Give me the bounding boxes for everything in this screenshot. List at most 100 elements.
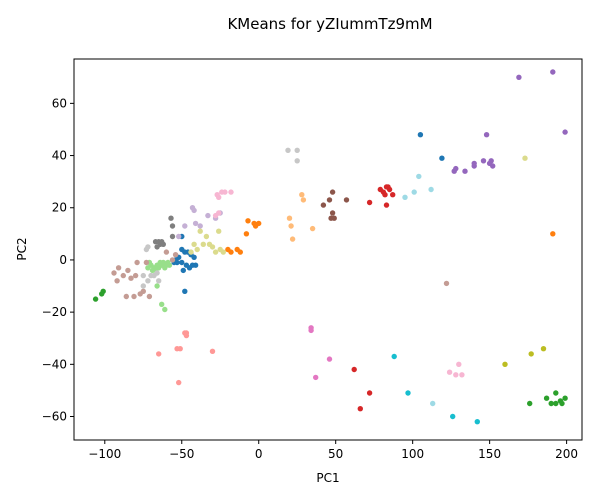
data-point — [191, 241, 197, 247]
data-point — [550, 231, 556, 237]
data-point — [453, 372, 459, 378]
data-point — [205, 212, 211, 219]
data-point — [146, 293, 153, 300]
x-axis-ticks: −100 −50 0 50 100 150 200 — [88, 440, 578, 461]
y-tick-label: 60 — [52, 96, 67, 110]
chart-title: KMeans for yZIummTz9mM — [227, 15, 432, 33]
data-point — [559, 400, 565, 407]
data-point — [134, 259, 140, 266]
data-point — [149, 267, 156, 274]
data-point — [169, 223, 176, 229]
data-point — [459, 372, 465, 378]
data-point — [320, 202, 327, 208]
x-tick-label: −50 — [169, 447, 194, 461]
data-point — [162, 306, 168, 313]
axes-frame — [73, 58, 583, 441]
y-tick-label: −60 — [42, 410, 67, 424]
data-point — [154, 283, 160, 289]
data-point — [140, 283, 146, 289]
data-point — [502, 361, 508, 367]
data-point — [120, 272, 127, 279]
data-point — [527, 400, 533, 407]
data-point — [194, 246, 200, 253]
data-point — [179, 259, 185, 266]
data-point — [92, 296, 99, 302]
data-point — [286, 215, 293, 221]
data-point — [115, 265, 122, 271]
data-point — [128, 275, 134, 281]
data-point — [160, 241, 166, 247]
data-point — [176, 233, 182, 240]
data-point — [176, 379, 182, 386]
data-point — [416, 173, 422, 180]
data-point — [391, 353, 397, 360]
data-point — [430, 400, 436, 407]
data-point — [456, 361, 462, 367]
data-point — [200, 241, 206, 247]
y-axis-ticks: −60 −40 −20 0 20 40 60 — [42, 96, 74, 424]
data-point — [446, 369, 453, 375]
data-point — [182, 223, 188, 229]
y-tick-label: 20 — [52, 201, 67, 215]
data-point — [382, 192, 388, 198]
data-point — [172, 252, 179, 258]
data-point — [390, 192, 396, 198]
data-point — [216, 228, 222, 234]
data-point — [222, 189, 228, 195]
data-point — [366, 199, 373, 206]
x-axis-label: PC1 — [316, 471, 339, 485]
data-point — [540, 346, 547, 352]
data-point — [191, 254, 197, 260]
data-point — [562, 395, 568, 401]
x-tick-label: 200 — [555, 447, 578, 461]
data-point — [188, 249, 194, 255]
data-point — [453, 165, 459, 172]
data-point — [294, 147, 300, 153]
data-point — [159, 301, 165, 307]
x-tick-label: 100 — [401, 447, 424, 461]
data-point — [156, 351, 162, 357]
x-tick-label: 150 — [478, 447, 501, 461]
data-point — [285, 147, 291, 153]
data-point — [216, 210, 222, 216]
data-point — [428, 186, 434, 193]
data-point — [474, 419, 480, 425]
data-point — [209, 244, 216, 250]
data-point — [183, 330, 190, 336]
data-point — [522, 155, 528, 161]
data-point — [366, 390, 373, 396]
data-point — [140, 272, 146, 279]
y-tick-label: −20 — [42, 305, 67, 319]
data-point — [100, 288, 106, 294]
data-point — [405, 390, 411, 396]
data-point — [443, 280, 450, 287]
data-point — [157, 259, 163, 266]
data-point — [191, 207, 197, 214]
data-point — [114, 278, 120, 284]
data-point — [528, 351, 534, 357]
data-point — [245, 218, 251, 224]
data-point — [123, 293, 129, 300]
data-point — [288, 223, 294, 229]
x-tick-label: −100 — [88, 447, 121, 461]
data-point — [294, 158, 300, 164]
plot-area — [73, 58, 583, 441]
data-point — [417, 132, 424, 138]
data-point — [131, 293, 137, 300]
data-point — [154, 270, 160, 276]
data-point — [386, 186, 393, 193]
data-point — [411, 189, 417, 195]
data-point — [228, 189, 234, 195]
data-point — [562, 129, 568, 135]
y-axis-label: PC2 — [15, 237, 29, 260]
data-point — [228, 249, 234, 255]
data-point — [383, 202, 390, 208]
y-tick-label: −40 — [42, 357, 67, 371]
data-point — [548, 400, 554, 407]
data-point — [192, 220, 199, 227]
data-point — [553, 400, 559, 407]
x-tick-label: 50 — [328, 447, 343, 461]
data-points — [92, 69, 568, 425]
data-point — [343, 197, 350, 203]
